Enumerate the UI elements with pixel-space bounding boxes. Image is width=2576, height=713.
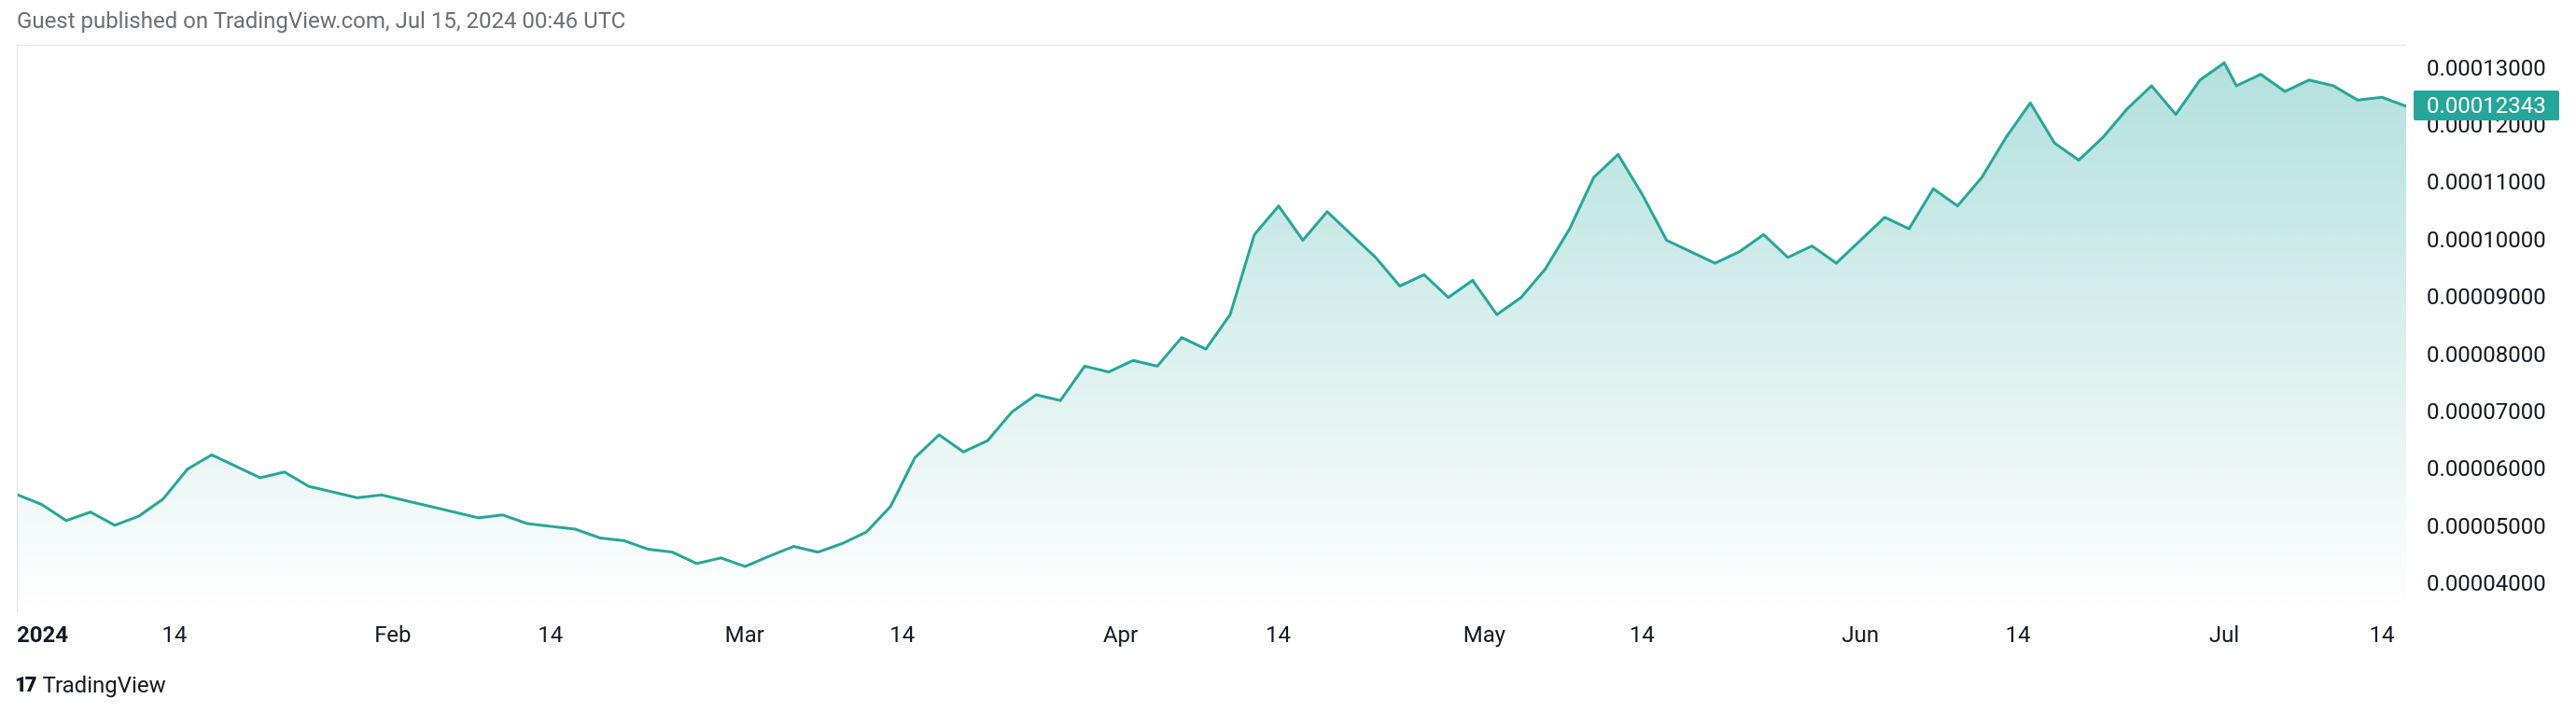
footer-branding[interactable]: 17 TradingView — [15, 672, 166, 698]
y-tick-label: 0.00011000 — [2427, 169, 2546, 195]
x-tick-label: May — [1463, 622, 1505, 648]
x-tick-label: Jul — [2209, 622, 2239, 648]
x-tick-label: 14 — [1630, 622, 1655, 648]
x-tick-label: 14 — [2370, 622, 2395, 648]
chart-plot-area[interactable] — [17, 45, 2406, 612]
x-tick-label: 14 — [889, 622, 915, 648]
y-tick-label: 0.00008000 — [2427, 342, 2546, 368]
x-tick-label: 14 — [538, 622, 563, 648]
publish-info: Guest published on TradingView.com, Jul … — [17, 7, 625, 34]
y-tick-label: 0.00013000 — [2427, 55, 2546, 81]
x-tick-label: 14 — [1266, 622, 1291, 648]
current-price-tag: 0.00012343 — [2414, 91, 2559, 120]
tradingview-logo-icon: 17 — [15, 674, 35, 697]
y-tick-label: 0.00010000 — [2427, 227, 2546, 253]
area-chart-svg — [18, 46, 2406, 612]
area-fill-path — [18, 63, 2406, 612]
y-tick-label: 0.00007000 — [2427, 398, 2546, 425]
x-tick-label: 14 — [161, 622, 187, 648]
x-tick-label: 2024 — [17, 622, 68, 648]
x-axis[interactable]: 2024 14 Feb 14 Mar 14 Apr 14 May 14 Jun 14 Jul 14 — [17, 616, 2406, 659]
chart-header: Guest published on TradingView.com, Jul … — [17, 7, 625, 34]
brand-name: TradingView — [43, 672, 166, 698]
x-tick-label: Mar — [725, 622, 764, 648]
y-axis[interactable]: 0.000130000.000120000.000110000.00010000… — [2406, 45, 2576, 612]
x-tick-label: Apr — [1103, 622, 1138, 648]
y-tick-label: 0.00006000 — [2427, 455, 2546, 482]
x-tick-label: 14 — [2006, 622, 2031, 648]
y-tick-label: 0.00004000 — [2427, 570, 2546, 596]
x-tick-label: Feb — [374, 622, 411, 648]
y-tick-label: 0.00009000 — [2427, 284, 2546, 310]
y-tick-label: 0.00005000 — [2427, 513, 2546, 539]
x-tick-label: Jun — [1841, 622, 1879, 648]
